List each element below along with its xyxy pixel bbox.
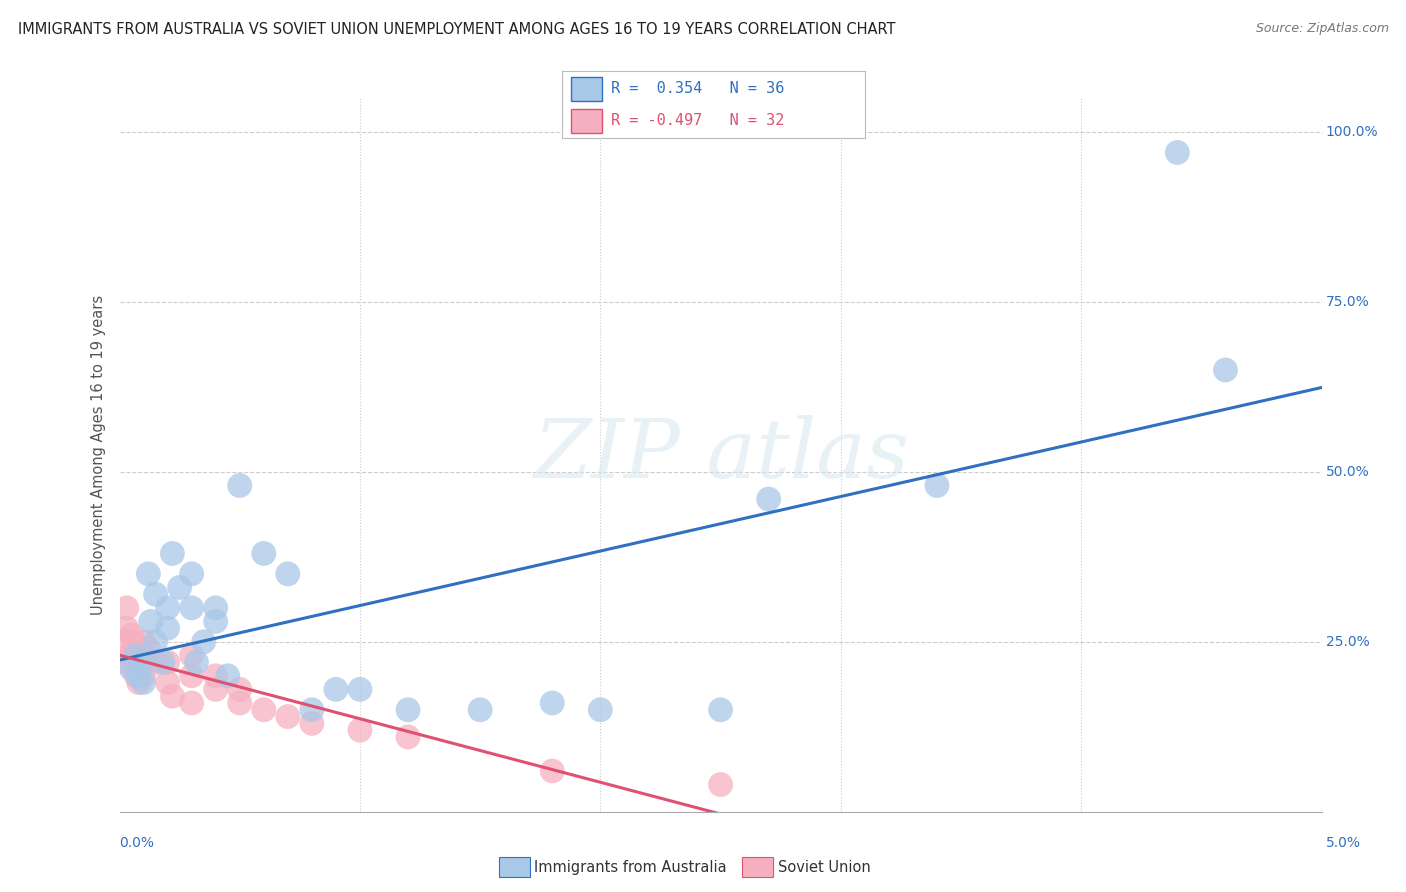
Point bbox=[396, 730, 419, 744]
Point bbox=[204, 669, 226, 683]
Point bbox=[193, 635, 215, 649]
Point bbox=[180, 566, 202, 581]
Point bbox=[541, 696, 564, 710]
Point bbox=[156, 621, 179, 635]
Point bbox=[156, 675, 179, 690]
Point bbox=[349, 682, 371, 697]
Point bbox=[156, 655, 179, 669]
Point bbox=[112, 635, 135, 649]
Text: R =  0.354   N = 36: R = 0.354 N = 36 bbox=[610, 81, 785, 96]
Point bbox=[145, 587, 167, 601]
Point bbox=[156, 600, 179, 615]
Point bbox=[125, 669, 148, 683]
Point bbox=[709, 778, 731, 792]
Point bbox=[128, 675, 150, 690]
Point bbox=[115, 621, 138, 635]
Text: 50.0%: 50.0% bbox=[1326, 465, 1369, 479]
Point bbox=[122, 635, 145, 649]
FancyBboxPatch shape bbox=[571, 109, 602, 133]
Point bbox=[180, 600, 202, 615]
Point bbox=[115, 600, 138, 615]
Text: ZIP atlas: ZIP atlas bbox=[533, 415, 908, 495]
Point bbox=[125, 648, 148, 663]
Point bbox=[396, 703, 419, 717]
Point bbox=[112, 655, 135, 669]
Point bbox=[132, 635, 155, 649]
FancyBboxPatch shape bbox=[571, 77, 602, 101]
Text: 5.0%: 5.0% bbox=[1326, 836, 1361, 850]
Point bbox=[325, 682, 347, 697]
Text: IMMIGRANTS FROM AUSTRALIA VS SOVIET UNION UNEMPLOYMENT AMONG AGES 16 TO 19 YEARS: IMMIGRANTS FROM AUSTRALIA VS SOVIET UNIO… bbox=[18, 22, 896, 37]
Point bbox=[253, 703, 276, 717]
Point bbox=[128, 669, 150, 683]
Text: R = -0.497   N = 32: R = -0.497 N = 32 bbox=[610, 113, 785, 128]
Point bbox=[204, 615, 226, 629]
Point bbox=[186, 655, 208, 669]
Text: 100.0%: 100.0% bbox=[1326, 125, 1378, 139]
Point bbox=[139, 615, 162, 629]
Point bbox=[121, 655, 143, 669]
Point bbox=[145, 635, 167, 649]
Point bbox=[253, 546, 276, 560]
Point bbox=[468, 703, 492, 717]
Point bbox=[758, 492, 780, 507]
Text: Source: ZipAtlas.com: Source: ZipAtlas.com bbox=[1256, 22, 1389, 36]
Point bbox=[121, 628, 143, 642]
Point bbox=[180, 648, 202, 663]
Point bbox=[121, 662, 143, 676]
Point bbox=[217, 669, 239, 683]
Text: 75.0%: 75.0% bbox=[1326, 295, 1369, 309]
Point bbox=[228, 696, 252, 710]
Y-axis label: Unemployment Among Ages 16 to 19 years: Unemployment Among Ages 16 to 19 years bbox=[90, 295, 105, 615]
Point bbox=[204, 600, 226, 615]
Point bbox=[204, 682, 226, 697]
Point bbox=[162, 689, 184, 703]
Point bbox=[138, 566, 160, 581]
Point bbox=[162, 546, 184, 560]
Point bbox=[709, 703, 731, 717]
Point bbox=[301, 703, 323, 717]
Point bbox=[132, 669, 155, 683]
Point bbox=[152, 655, 174, 669]
Point bbox=[132, 655, 155, 669]
Point bbox=[228, 478, 252, 492]
Point bbox=[145, 655, 167, 669]
Point bbox=[541, 764, 564, 778]
Point bbox=[301, 716, 323, 731]
Point bbox=[277, 709, 299, 723]
Text: 0.0%: 0.0% bbox=[120, 836, 155, 850]
Point bbox=[228, 682, 252, 697]
Text: 25.0%: 25.0% bbox=[1326, 635, 1369, 648]
Point bbox=[118, 648, 141, 663]
Point bbox=[138, 641, 160, 656]
Point bbox=[180, 669, 202, 683]
Point bbox=[129, 655, 152, 669]
Point bbox=[349, 723, 371, 738]
Text: Soviet Union: Soviet Union bbox=[778, 860, 870, 874]
Point bbox=[277, 566, 299, 581]
Point bbox=[132, 675, 155, 690]
Point bbox=[1166, 145, 1188, 160]
Point bbox=[1215, 363, 1237, 377]
Point bbox=[180, 696, 202, 710]
Text: Immigrants from Australia: Immigrants from Australia bbox=[534, 860, 727, 874]
Point bbox=[589, 703, 612, 717]
Point bbox=[169, 581, 191, 595]
Point bbox=[925, 478, 948, 492]
